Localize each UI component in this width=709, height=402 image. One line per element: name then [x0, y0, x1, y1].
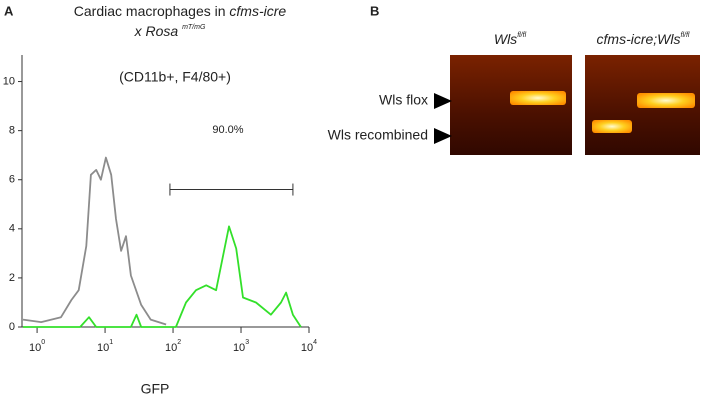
x-tick-label: 103: [233, 339, 249, 354]
band-label: Wls recombined: [328, 127, 428, 143]
x-axis-label: GFP: [141, 381, 170, 397]
arrow: [434, 93, 452, 109]
tick-exponent: 0: [41, 339, 45, 346]
tick-base: 10: [97, 342, 109, 354]
gate-label: 90.0%: [212, 124, 243, 136]
y-tick-label: 8: [9, 125, 15, 137]
title-italic: cfms-icre: [229, 3, 286, 19]
title-text: Cardiac macrophages in: [74, 3, 226, 19]
x-tick-label: 102: [165, 339, 181, 354]
header-text: cfms-icre;Wls: [597, 31, 681, 47]
band-label: Wls flox: [379, 92, 428, 108]
histogram-line: [23, 225, 302, 328]
gel-header: Wlsfl/fl: [494, 31, 527, 47]
chart-title-line2: x Rosa mT/mG: [134, 23, 206, 39]
panel-letter: B: [370, 3, 379, 18]
chart-title: Cardiac macrophages in cfms-icre: [74, 3, 287, 19]
header-sup: fl/fl: [681, 32, 690, 39]
header-sup: fl/fl: [517, 32, 526, 39]
y-tick-label: 4: [9, 223, 15, 235]
tick-exponent: 3: [245, 339, 249, 346]
annotation: (CD11b+, F4/80+): [119, 69, 231, 85]
x-tick-label: 104: [301, 339, 317, 354]
y-tick-label: 6: [9, 174, 15, 186]
histogram-line: [22, 156, 167, 326]
y-tick-label: 0: [9, 321, 15, 333]
arrow: [434, 128, 452, 144]
y-tick-label: 10: [3, 75, 15, 87]
gel-band: [592, 120, 632, 133]
tick-exponent: 2: [177, 339, 181, 346]
tick-exponent: 1: [109, 339, 113, 346]
x-tick-label: 100: [29, 339, 45, 354]
panel-letter: A: [4, 3, 14, 18]
gel-panel: Wls flox Wls recombined Wlsfl/fl cfms-ic…: [328, 31, 700, 155]
tick-base: 10: [233, 342, 245, 354]
title-line2: x Rosa: [134, 23, 179, 39]
tick-base: 10: [165, 342, 177, 354]
gel-band: [637, 93, 695, 108]
title-sup: mT/mG: [182, 24, 206, 31]
gel-header: cfms-icre;Wlsfl/fl: [597, 31, 690, 47]
tick-base: 10: [29, 342, 41, 354]
x-tick-label: 101: [97, 339, 113, 354]
gel-band: [510, 91, 566, 105]
header-text: Wls: [494, 31, 517, 47]
tick-exponent: 4: [313, 339, 317, 346]
y-tick-label: 2: [9, 272, 15, 284]
tick-base: 10: [301, 342, 313, 354]
